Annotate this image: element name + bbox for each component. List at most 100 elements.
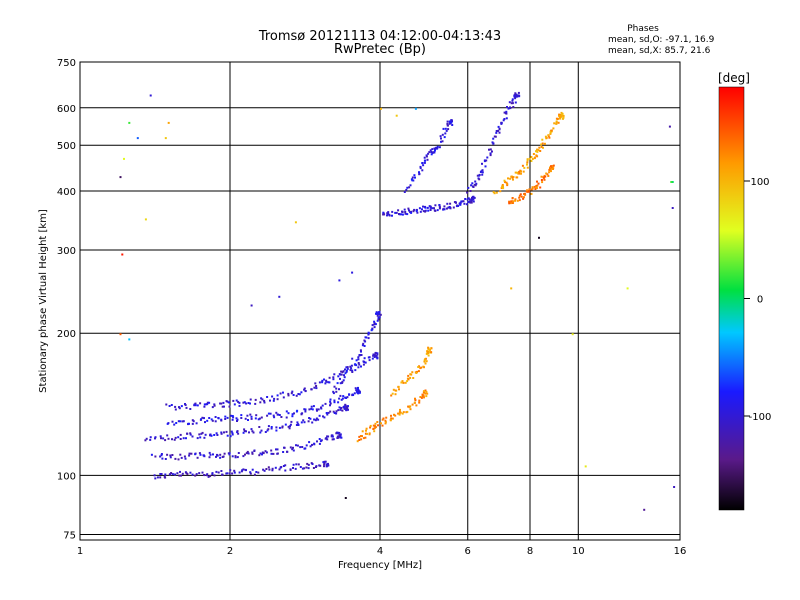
data-point bbox=[534, 188, 537, 190]
data-point bbox=[451, 124, 454, 126]
data-point bbox=[332, 378, 335, 381]
data-point bbox=[411, 371, 414, 374]
data-point bbox=[516, 171, 519, 174]
data-point bbox=[279, 466, 282, 469]
data-point bbox=[424, 389, 427, 392]
data-point bbox=[506, 184, 509, 187]
data-point bbox=[216, 434, 219, 436]
data-point bbox=[518, 196, 521, 199]
data-point bbox=[446, 202, 449, 205]
data-point bbox=[414, 176, 416, 179]
data-point bbox=[318, 464, 321, 467]
data-point bbox=[208, 401, 211, 404]
data-point bbox=[321, 381, 324, 384]
data-point bbox=[390, 394, 393, 397]
data-point bbox=[159, 473, 162, 475]
data-point bbox=[333, 401, 336, 404]
data-point bbox=[517, 91, 520, 94]
data-point bbox=[219, 456, 222, 459]
data-point bbox=[327, 435, 330, 438]
data-point bbox=[559, 117, 562, 120]
data-point bbox=[373, 326, 376, 329]
data-point bbox=[276, 394, 279, 397]
data-point bbox=[220, 431, 223, 434]
data-point bbox=[337, 375, 340, 378]
data-point bbox=[345, 369, 348, 372]
data-point bbox=[250, 417, 253, 420]
data-point bbox=[186, 432, 189, 435]
data-point bbox=[399, 408, 401, 411]
data-point bbox=[511, 99, 514, 102]
data-point bbox=[260, 429, 263, 432]
data-point bbox=[326, 413, 329, 416]
data-point bbox=[425, 395, 428, 398]
data-point bbox=[240, 414, 243, 417]
data-point bbox=[153, 474, 156, 477]
data-point bbox=[185, 472, 188, 475]
data-point bbox=[209, 453, 212, 456]
colorbar-ticks: 100 0 -100 bbox=[744, 177, 771, 423]
data-point bbox=[514, 92, 517, 95]
data-point bbox=[436, 209, 439, 212]
colorbar-tick-label: 0 bbox=[757, 295, 763, 306]
data-point bbox=[345, 371, 348, 373]
data-point bbox=[351, 369, 354, 372]
data-point bbox=[227, 401, 230, 404]
data-point bbox=[309, 417, 312, 420]
data-point bbox=[237, 400, 240, 403]
data-point bbox=[154, 455, 157, 458]
data-point bbox=[298, 393, 301, 396]
data-point bbox=[340, 373, 343, 376]
data-point bbox=[472, 200, 475, 203]
data-point bbox=[170, 472, 173, 474]
outlier-point bbox=[121, 253, 124, 256]
data-point bbox=[184, 457, 187, 460]
data-point bbox=[402, 381, 405, 384]
data-point bbox=[410, 211, 413, 214]
data-point bbox=[387, 211, 390, 214]
data-point bbox=[339, 436, 342, 439]
data-point bbox=[222, 401, 225, 404]
data-point bbox=[249, 398, 252, 401]
data-point bbox=[427, 352, 430, 354]
data-point bbox=[398, 410, 401, 413]
data-point bbox=[196, 437, 199, 440]
data-point bbox=[373, 430, 376, 433]
data-point bbox=[390, 417, 393, 420]
data-point bbox=[474, 180, 477, 183]
data-point bbox=[246, 414, 249, 417]
data-point bbox=[154, 436, 157, 439]
data-point bbox=[376, 352, 379, 355]
data-point bbox=[546, 173, 549, 176]
data-point bbox=[468, 198, 471, 201]
data-point bbox=[180, 405, 183, 408]
data-point bbox=[262, 452, 265, 455]
data-point bbox=[285, 416, 288, 419]
data-point bbox=[210, 418, 213, 421]
data-point bbox=[394, 211, 397, 214]
data-point bbox=[324, 402, 327, 405]
data-point bbox=[327, 464, 330, 467]
data-point bbox=[173, 438, 176, 441]
data-point bbox=[201, 431, 204, 434]
data-point bbox=[387, 212, 389, 215]
outlier-point bbox=[128, 121, 131, 124]
data-point bbox=[318, 381, 321, 384]
data-point bbox=[242, 401, 245, 404]
data-point bbox=[209, 433, 212, 436]
data-point bbox=[395, 211, 398, 214]
data-point bbox=[349, 369, 352, 372]
data-point bbox=[385, 416, 388, 419]
data-point bbox=[323, 416, 326, 419]
data-point bbox=[536, 180, 538, 183]
data-point bbox=[176, 472, 179, 475]
data-point bbox=[429, 205, 432, 208]
data-point bbox=[434, 209, 437, 212]
data-point bbox=[284, 464, 287, 467]
data-point bbox=[314, 419, 317, 422]
data-point bbox=[553, 122, 556, 125]
data-point bbox=[337, 435, 339, 438]
data-point bbox=[488, 148, 490, 151]
data-point bbox=[394, 393, 397, 396]
data-point bbox=[407, 207, 410, 210]
